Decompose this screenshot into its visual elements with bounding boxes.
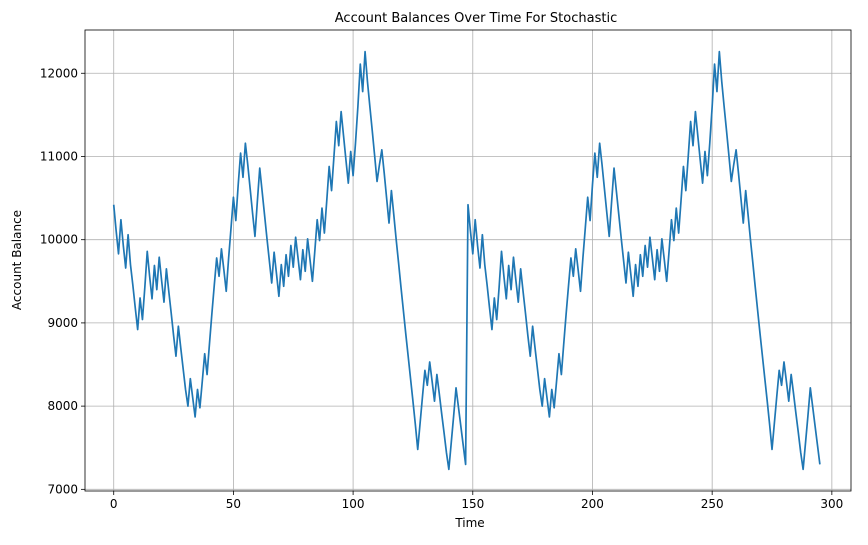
x-tick-label: 200 [581,497,604,511]
x-tick-label: 250 [701,497,724,511]
x-tick-label: 50 [226,497,241,511]
y-tick-label: 11000 [40,149,78,163]
x-tick-label: 300 [820,497,843,511]
y-tick-label: 12000 [40,66,78,80]
x-tick-label: 0 [110,497,118,511]
y-tick-label: 8000 [47,399,78,413]
y-tick-label: 9000 [47,316,78,330]
x-axis-ticks: 0 50 100 150 200 250 300 [110,491,843,511]
x-axis-label: Time [454,516,484,530]
x-tick-label: 100 [342,497,365,511]
plot-frame [84,29,852,492]
chart-title: Account Balances Over Time For Stochasti… [335,11,617,26]
x-tick-label: 150 [461,497,484,511]
account-balance-line [112,50,821,471]
y-axis-ticks: 7000 8000 9000 10000 11000 12000 [40,66,85,496]
y-tick-label: 10000 [40,233,78,247]
y-axis-label: Account Balance [10,210,24,310]
y-tick-label: 7000 [47,482,78,496]
